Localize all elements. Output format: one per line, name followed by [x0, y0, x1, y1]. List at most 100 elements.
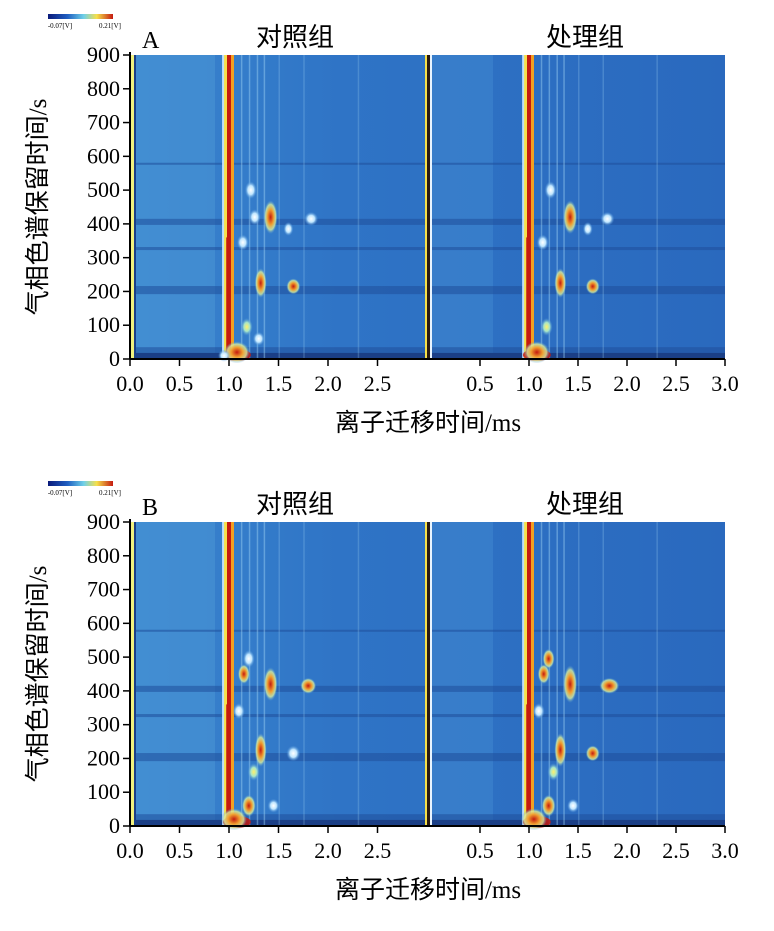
ion-spot — [532, 703, 545, 720]
ion-trace — [248, 55, 251, 359]
x-axis-label: 离子迁移时间/ms — [335, 409, 521, 437]
ion-spot — [582, 221, 593, 236]
ion-spot — [240, 317, 253, 336]
x-tick-label: 0.0 — [116, 838, 144, 863]
ion-spot — [267, 798, 280, 813]
ion-trace — [556, 55, 558, 359]
x-tick-label: 1.5 — [564, 371, 592, 396]
x-tick-label: 1.5 — [265, 371, 293, 396]
ion-trace — [263, 522, 266, 826]
y-tick-label: 400 — [87, 678, 120, 703]
ion-spot — [540, 317, 553, 336]
x-tick-label: 0.5 — [166, 838, 194, 863]
ion-spot — [254, 733, 267, 767]
ion-spot — [220, 808, 247, 831]
ion-trace — [563, 55, 565, 359]
rip-line-red — [227, 522, 231, 826]
ion-spot — [254, 268, 267, 298]
ion-trace — [602, 55, 604, 359]
rip-tail — [226, 237, 229, 359]
y-tick-label: 100 — [87, 312, 120, 337]
ion-spot — [567, 798, 580, 813]
y-tick-label: 300 — [87, 245, 120, 270]
ion-spot — [554, 733, 567, 767]
x-tick-label: 2.5 — [662, 838, 690, 863]
panel-letter: B — [142, 495, 158, 521]
y-tick-label: 300 — [87, 712, 120, 737]
ion-spot — [232, 703, 245, 720]
y-axis-label: 气相色谱保留时间/s — [24, 99, 52, 316]
ion-spot — [585, 278, 600, 295]
rip-line-red — [527, 55, 531, 359]
x-tick-label: 1.0 — [515, 371, 543, 396]
rip-line-yellow — [224, 522, 227, 826]
rip-line-orange — [231, 55, 234, 359]
y-tick-label: 100 — [87, 779, 120, 804]
x-tick-label: 2.0 — [613, 838, 641, 863]
y-tick-label: 900 — [87, 509, 120, 534]
ion-trace — [578, 522, 580, 826]
ion-spot — [263, 200, 278, 235]
ion-trace — [548, 55, 551, 359]
rip-shoulder — [222, 522, 225, 826]
rip-line-red — [227, 55, 231, 359]
y-tick-label: 700 — [87, 110, 120, 135]
panel-divider — [427, 55, 430, 359]
x-axis-label: 离子迁移时间/ms — [335, 876, 521, 904]
rip-line-orange — [231, 522, 234, 826]
y-tick-label: 500 — [87, 644, 120, 669]
x-tick-label: 2.5 — [364, 838, 392, 863]
ion-spot — [544, 181, 557, 200]
panel-divider-yellow — [425, 522, 427, 826]
x-tick-label: 1.0 — [215, 838, 243, 863]
ion-spot — [600, 211, 615, 226]
y-tick-label: 400 — [87, 211, 120, 236]
ion-spot — [244, 181, 257, 200]
ion-trace — [556, 522, 558, 826]
ion-trace — [240, 55, 243, 359]
ion-spot — [599, 677, 620, 694]
panel-title: 对照组 — [256, 23, 334, 52]
colorbar — [48, 481, 113, 486]
x-tick-label: 1.0 — [215, 371, 243, 396]
ion-spot — [542, 648, 555, 669]
ion-spot — [237, 664, 250, 684]
ion-spot — [223, 341, 250, 364]
panel-divider-yellow — [425, 55, 427, 359]
plot-left-glow — [130, 55, 215, 359]
ion-trace — [357, 522, 360, 826]
y-tick-label: 900 — [87, 42, 120, 67]
ion-trace — [563, 522, 565, 826]
colorbar-max-label: 0.21[V] — [99, 489, 121, 497]
rip-shoulder — [522, 55, 525, 359]
figure-b: 0 100 200 300 400 500 600 700 800 900 0.0 0.5 1.0 1.5… — [24, 481, 739, 904]
y-tick-label: 200 — [87, 278, 120, 303]
y-tick-label: 800 — [87, 76, 120, 101]
x-tick-label: 2.5 — [364, 371, 392, 396]
x-tick-label: 1.5 — [265, 838, 293, 863]
panel-title: 处理组 — [546, 490, 624, 519]
y-tick-label: 200 — [87, 745, 120, 770]
ion-trace — [256, 55, 259, 359]
x-tick-label: 0.5 — [466, 838, 494, 863]
ion-spot — [536, 234, 549, 251]
x-tick-label: 3.0 — [711, 838, 739, 863]
x-tick-label: 2.0 — [314, 838, 342, 863]
rip-line-yellow — [524, 55, 527, 359]
colorbar — [48, 14, 113, 19]
plot-right-glow — [428, 55, 493, 359]
ion-spot — [520, 808, 547, 831]
x-tick-label: 2.0 — [314, 371, 342, 396]
panel-title: 处理组 — [546, 23, 624, 52]
ion-spot — [585, 745, 600, 762]
ion-spot — [547, 762, 560, 781]
y-tick-label: 800 — [87, 543, 120, 568]
x-tick-label: 0.5 — [166, 371, 194, 396]
ion-spot — [247, 762, 260, 781]
ion-trace — [656, 522, 658, 826]
rip-shoulder — [522, 522, 525, 826]
ion-trace — [357, 55, 360, 359]
ion-trace — [656, 55, 658, 359]
ion-trace — [303, 522, 305, 826]
